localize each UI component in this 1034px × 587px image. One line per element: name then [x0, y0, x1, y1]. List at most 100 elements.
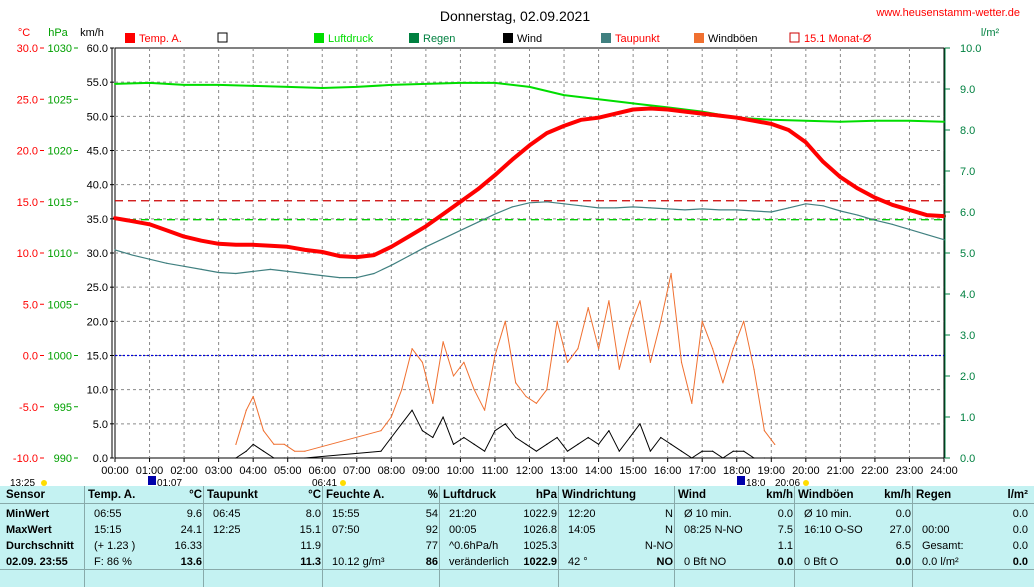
moonrise-icon [737, 476, 745, 485]
data-point [770, 119, 772, 121]
stat-cell-note: 15:15 [94, 524, 122, 536]
data-point [701, 450, 703, 452]
data-point [718, 209, 721, 211]
legend-label: Wind [517, 33, 542, 45]
stat-cell-value: 0.0 [1012, 508, 1028, 520]
data-point [805, 141, 807, 143]
data-point [425, 225, 427, 227]
stat-column-title: Regen [916, 489, 952, 501]
sunset-icon [803, 480, 809, 486]
data-point [908, 120, 911, 122]
stat-cell-value: 0.0 [1012, 556, 1028, 568]
row-label-avg: Durchschnitt [6, 540, 74, 552]
data-point [287, 86, 289, 88]
data-point [421, 430, 424, 432]
data-point [463, 436, 465, 439]
data-point [432, 436, 434, 439]
data-point [805, 120, 807, 122]
column-separator [558, 486, 559, 587]
data-point [839, 121, 841, 123]
stats-footer-divider [0, 569, 1034, 570]
data-point [235, 443, 237, 445]
data-point [632, 206, 634, 208]
data-point [373, 272, 375, 275]
stat-cell-value: 0.0 [895, 508, 911, 520]
tick-label: 995 [54, 402, 72, 414]
legend-label: Regen [423, 33, 455, 45]
stat-cell-value: 16.33 [174, 540, 202, 552]
stat-cell-value: 92 [425, 524, 438, 536]
legend-label: Windböen [708, 33, 758, 45]
stat-cell-note: veränderlich [449, 556, 509, 568]
data-point [338, 255, 341, 257]
stat-cell-note: 08:25 N-NO [684, 524, 743, 536]
data-point [597, 207, 600, 209]
tick-label: 50.0 [87, 111, 108, 123]
data-point [463, 361, 465, 363]
unit-pressure: hPa [48, 27, 68, 39]
data-point [556, 320, 558, 322]
data-point [338, 277, 341, 279]
stat-cell-note: 06:45 [213, 508, 241, 520]
tick-label: 1025 [48, 94, 72, 106]
data-point [691, 402, 693, 404]
stat-cell-note: 21:20 [449, 508, 477, 520]
tick-label: 30.0 [17, 43, 38, 55]
data-point [632, 108, 634, 111]
data-point [535, 450, 538, 452]
tick-label: 0.0 [23, 351, 38, 363]
data-point [494, 354, 496, 357]
tick-label: 15.0 [87, 351, 108, 363]
data-point [183, 265, 185, 267]
data-point [494, 82, 496, 84]
stat-cell-value: 0.0 [1012, 524, 1028, 536]
data-point [304, 249, 306, 251]
data-point [511, 159, 513, 161]
legend-swatch [694, 33, 704, 43]
tick-label: 15.0 [17, 197, 38, 209]
x-tick-label: 13:00 [550, 465, 578, 477]
x-tick-label: 16:00 [654, 465, 682, 477]
stat-cell-note: Gesamt: [922, 540, 964, 552]
data-point [670, 272, 672, 275]
data-point [857, 214, 859, 216]
site-url[interactable]: www.heusenstamm-wetter.de [875, 7, 1020, 19]
tick-label: 25.0 [17, 94, 38, 106]
data-point [711, 348, 714, 350]
stat-cell-note: 12:20 [568, 508, 596, 520]
data-point [667, 208, 669, 210]
data-point [629, 436, 631, 439]
x-tick-label: 08:00 [378, 465, 406, 477]
tick-label: 1020 [48, 146, 72, 158]
column-separator [674, 486, 675, 587]
data-point [114, 249, 116, 251]
series-layer [113, 81, 946, 459]
data-point [680, 450, 683, 452]
tick-label: 55.0 [87, 77, 108, 89]
tick-label: 5.0 [960, 248, 975, 260]
data-point [287, 270, 289, 273]
data-point [283, 443, 285, 445]
data-point [390, 436, 392, 439]
data-point [273, 443, 275, 445]
data-point [874, 120, 876, 122]
data-point [763, 457, 765, 459]
data-point [743, 450, 745, 452]
data-point [356, 277, 358, 279]
data-point [743, 320, 745, 322]
data-point [442, 341, 444, 343]
tick-label: 9.0 [960, 84, 975, 96]
data-point [262, 430, 265, 432]
moonset-label: 01:07 [157, 478, 182, 486]
stat-cell-value: N [665, 524, 673, 536]
data-point [943, 215, 945, 217]
data-point [459, 82, 462, 84]
tick-label: 5.0 [93, 419, 108, 431]
data-point [546, 132, 548, 134]
sun-icon [41, 480, 47, 486]
data-point [477, 188, 479, 191]
weather-chart: 30.0 25.0 20.0 15.0 10.0 5.0 0.0 -5.0 -10.0 1030 1… [10, 7, 1020, 486]
data-point [874, 219, 876, 221]
stat-cell-value: 1.1 [777, 540, 793, 552]
x-tick-label: 24:00 [930, 465, 958, 477]
